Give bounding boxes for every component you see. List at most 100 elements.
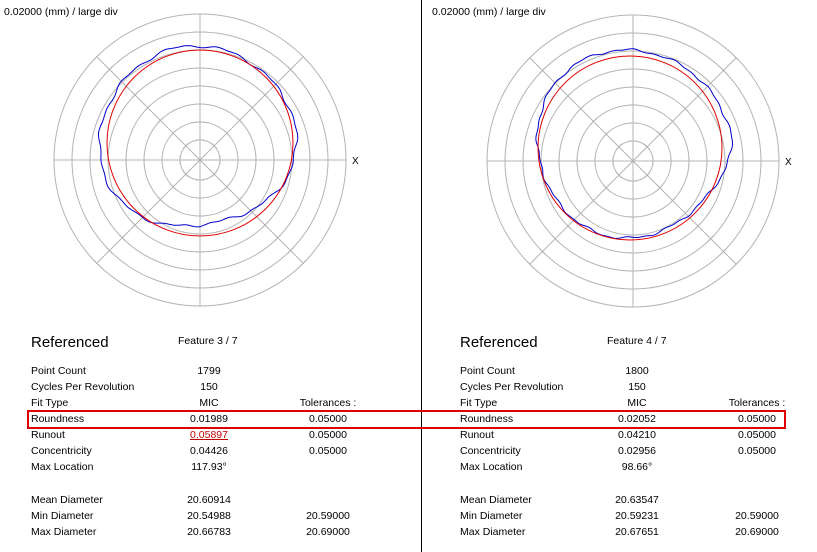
- mean-diameter-value: 20.63547: [615, 494, 659, 506]
- cycles-value: 150: [628, 381, 646, 393]
- polar-plot-left: X: [53, 13, 359, 307]
- fit-circle: [537, 55, 723, 241]
- mean-diameter-label: Mean Diameter: [460, 494, 532, 506]
- max-location-label: Max Location: [31, 461, 94, 473]
- grid-tick: [131, 91, 139, 99]
- grid-tick: [669, 118, 676, 125]
- x-axis-label: X: [785, 157, 792, 168]
- tolerances-header: Tolerances :: [299, 397, 357, 409]
- grid-tick: [236, 196, 243, 203]
- grid-tick: [106, 247, 113, 254]
- grid-tick: [274, 234, 281, 241]
- concentricity-value: 0.04426: [190, 445, 228, 457]
- grid-tick: [210, 170, 218, 178]
- fit-type-label: Fit Type: [460, 397, 498, 409]
- grid-tick: [223, 129, 231, 137]
- grid-tick: [733, 261, 740, 268]
- grid-tick: [656, 130, 664, 138]
- grid-tick: [274, 79, 281, 86]
- roundness-highlight-box: [27, 410, 786, 429]
- grid-diagonal: [529, 57, 737, 265]
- grid-tick: [249, 209, 256, 216]
- grid-tick: [93, 260, 100, 267]
- grid-tick: [733, 54, 740, 61]
- grid-tick: [249, 104, 256, 111]
- grid-tick: [300, 260, 307, 267]
- grid-tick: [602, 130, 610, 138]
- measured-profile: [98, 45, 299, 228]
- polar-grid: [486, 14, 780, 308]
- grid-tick: [669, 197, 676, 204]
- concentricity-tolerance: 0.05000: [309, 445, 347, 457]
- point-count-label: Point Count: [31, 365, 86, 377]
- grid-tick: [119, 79, 126, 86]
- grid-tick: [682, 105, 689, 112]
- feature-label: Feature 4 / 7: [607, 335, 667, 347]
- grid-tick: [682, 210, 689, 217]
- max-location-value: 117.93°: [191, 461, 227, 473]
- fit-type-value: MIC: [199, 397, 219, 409]
- runout-label: Runout: [460, 429, 494, 441]
- grid-tick: [643, 143, 651, 151]
- grid-tick: [552, 235, 559, 242]
- grid-tick: [564, 222, 572, 230]
- max-location-label: Max Location: [460, 461, 523, 473]
- max-diameter-value: 20.67651: [615, 526, 659, 538]
- concentricity-label: Concentricity: [31, 445, 92, 457]
- grid-tick: [287, 66, 294, 73]
- point-count-value: 1799: [197, 365, 221, 377]
- referenced-title: Referenced: [460, 334, 538, 351]
- max-diameter-label: Max Diameter: [31, 526, 97, 538]
- concentricity-label: Concentricity: [460, 445, 521, 457]
- grid-tick: [590, 197, 597, 204]
- roundness-tolerance: 0.05000: [309, 413, 347, 425]
- x-axis-label: X: [352, 156, 359, 167]
- grid-tick: [182, 142, 190, 150]
- min-diameter-label: Min Diameter: [31, 510, 94, 522]
- grid-tick: [720, 248, 727, 255]
- grid-tick: [656, 184, 664, 192]
- grid-tick: [720, 67, 727, 74]
- grid-tick: [615, 143, 623, 151]
- grid-tick: [93, 53, 100, 60]
- min-diameter-label: Min Diameter: [460, 510, 523, 522]
- panel-divider: [421, 0, 422, 552]
- referenced-title: Referenced: [31, 334, 109, 351]
- grid-tick: [210, 142, 218, 150]
- grid-tick: [144, 209, 151, 216]
- mean-diameter-label: Mean Diameter: [31, 494, 103, 506]
- grid-tick: [144, 104, 151, 111]
- grid-tick: [590, 118, 597, 125]
- grid-tick: [602, 184, 610, 192]
- measured-profile: [535, 48, 733, 239]
- polar-grid: [53, 13, 347, 307]
- grid-tick: [157, 196, 164, 203]
- grid-tick: [157, 117, 164, 124]
- runout-value: 0.04210: [618, 429, 656, 441]
- max-diameter-label: Max Diameter: [460, 526, 526, 538]
- scale-label: 0.02000 (mm) / large div: [4, 6, 118, 18]
- grid-tick: [707, 235, 714, 242]
- scale-label: 0.02000 (mm) / large div: [432, 6, 546, 18]
- min-diameter-tolerance: 20.59000: [735, 510, 779, 522]
- concentricity-value: 0.02956: [618, 445, 656, 457]
- grid-tick: [539, 248, 546, 255]
- grid-tick: [615, 171, 623, 179]
- grid-tick: [169, 129, 177, 137]
- cycles-label: Cycles Per Revolution: [460, 381, 564, 393]
- grid-tick: [182, 170, 190, 178]
- grid-tick: [526, 261, 533, 268]
- fit-type-value: MIC: [627, 397, 647, 409]
- grid-tick: [287, 247, 294, 254]
- runout-value-out-of-tolerance: 0.05897: [190, 429, 228, 441]
- feature-label: Feature 3 / 7: [178, 335, 238, 347]
- grid-tick: [169, 183, 177, 191]
- grid-tick: [223, 183, 231, 191]
- roundness-panel-right: 0.02000 (mm) / large div X Referenced Fe…: [423, 0, 817, 552]
- roundness-panel-left: 0.02000 (mm) / large div X Referenced Fe…: [4, 6, 359, 538]
- grid-tick: [643, 171, 651, 179]
- roundness-label: Roundness: [31, 413, 85, 425]
- grid-tick: [564, 92, 572, 100]
- tolerances-header: Tolerances :: [728, 397, 786, 409]
- fit-type-label: Fit Type: [31, 397, 69, 409]
